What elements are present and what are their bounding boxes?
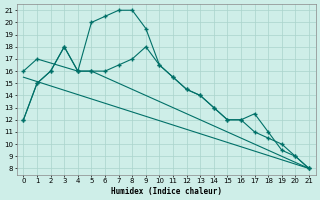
X-axis label: Humidex (Indice chaleur): Humidex (Indice chaleur) xyxy=(111,187,222,196)
